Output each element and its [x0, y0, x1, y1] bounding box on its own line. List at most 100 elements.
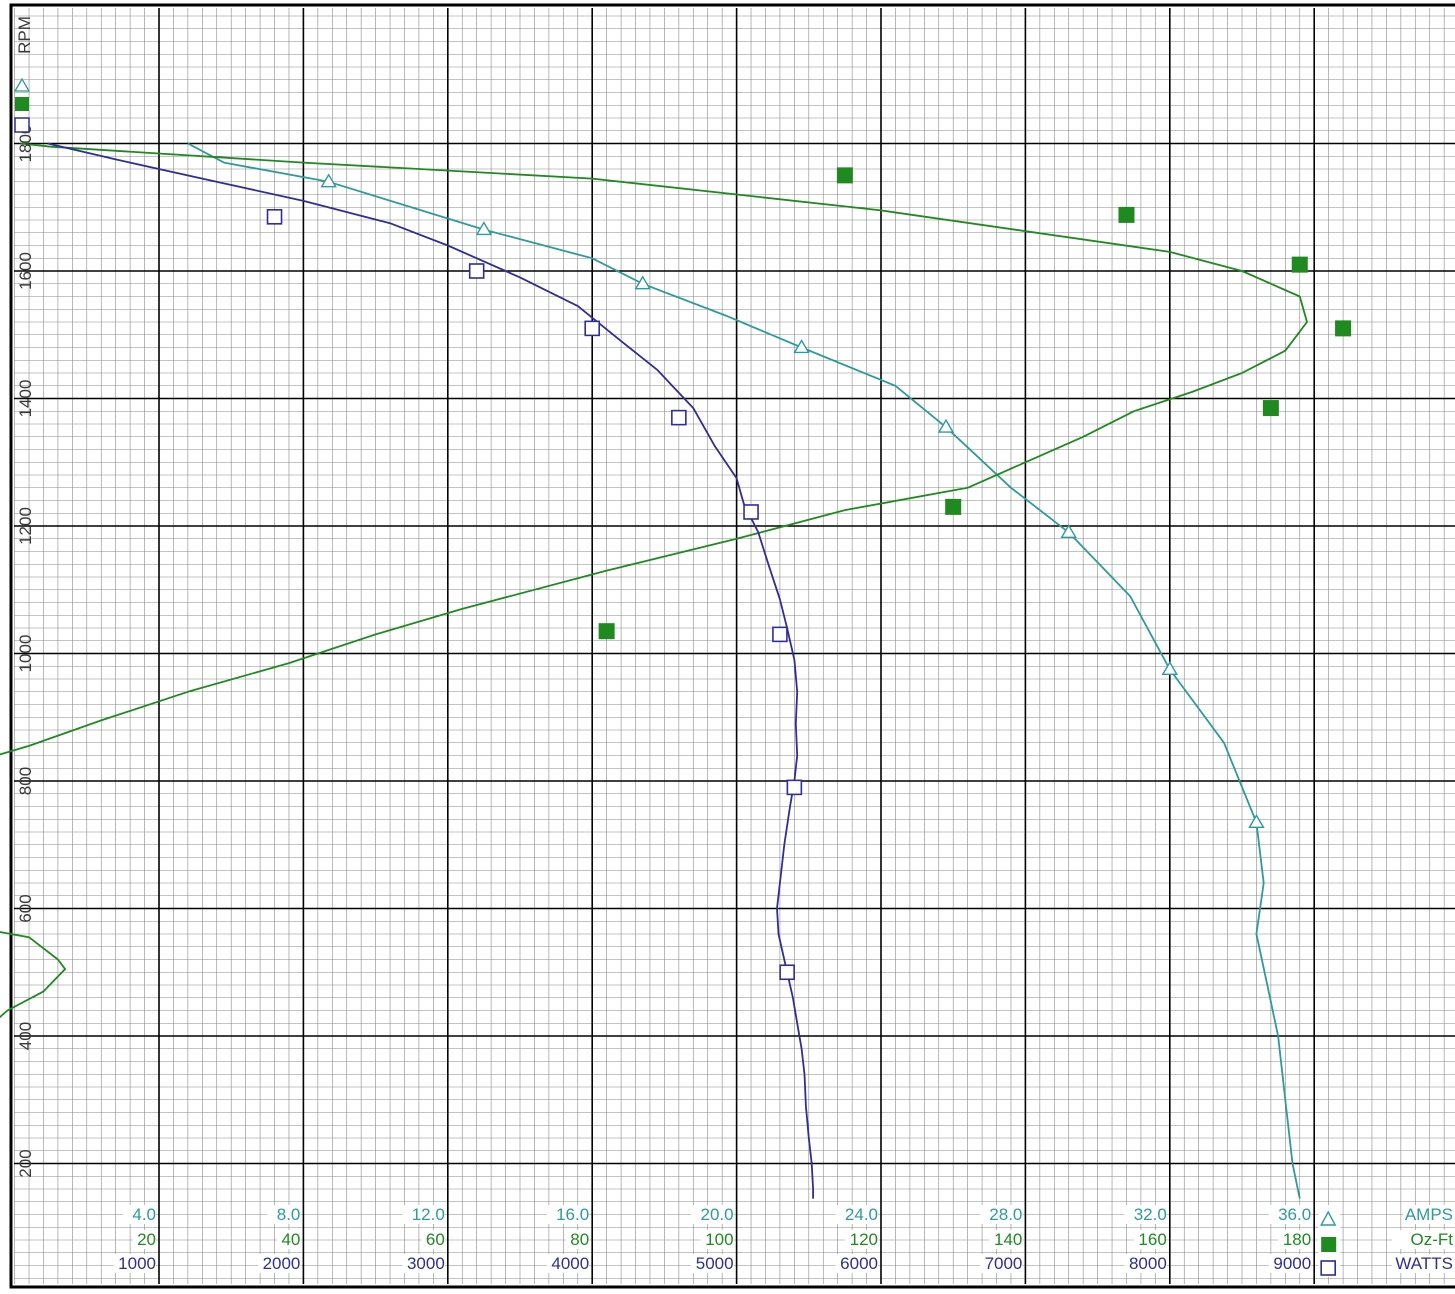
- marker-amps-1: [475, 221, 493, 236]
- axis-layer: RPM 200 400 600 800 1000 1200 1400 1600 1800 4.0 8.…: [13, 16, 1312, 1273]
- x-tick-label-bg: [267, 1205, 301, 1224]
- x-tick-label-bg: [1268, 1254, 1312, 1273]
- x-tick-label-amps: 4.0: [132, 1205, 156, 1224]
- x-tick-label-bg: [980, 1254, 1023, 1273]
- marker-watts-2: [584, 320, 601, 337]
- x-tick-label-bg: [1268, 1205, 1312, 1224]
- x-tick-label-amps: 32.0: [1134, 1205, 1167, 1224]
- marker-oz-ft-4: [1262, 400, 1279, 417]
- x-tick-label-amps: 16.0: [556, 1205, 589, 1224]
- y-tick-label: 600: [16, 894, 35, 922]
- legend-label-bg: [1392, 1230, 1455, 1249]
- y-tick-label: 1200: [16, 507, 35, 545]
- marker-amps-4: [937, 418, 955, 433]
- y-tick-label: 1000: [16, 635, 35, 673]
- x-tick-label-bg: [123, 1205, 156, 1224]
- y-tick-label: 800: [16, 767, 35, 795]
- grid: [9, 3, 1455, 1289]
- legend-marker-ozft: [1321, 1237, 1337, 1252]
- x-tick-label-bg: [691, 1205, 734, 1224]
- legend-marker-amps: [1320, 1210, 1337, 1226]
- marker-watts-1: [468, 263, 485, 279]
- x-tick-label-bg: [132, 1230, 156, 1249]
- marker-amps-5: [1060, 523, 1077, 538]
- x-tick-label-watts: 3000: [407, 1254, 445, 1273]
- markers-layer: [266, 167, 1352, 981]
- x-tick-label-bg: [402, 1254, 445, 1273]
- legend: AMPS Oz-Ft WATTS: [1318, 1205, 1455, 1277]
- x-tick-label-bg: [258, 1254, 301, 1273]
- marker-amps-0: [320, 173, 337, 188]
- marker-oz-ft-0: [836, 167, 853, 184]
- x-tick-label-bg: [835, 1205, 878, 1224]
- legend-label-oz-ft: Oz-Ft: [1411, 1230, 1454, 1249]
- marker-amps-6: [1161, 661, 1179, 676]
- marker-amps-3: [793, 339, 810, 354]
- x-tick-label-bg: [980, 1205, 1023, 1224]
- x-tick-label-watts: 9000: [1273, 1254, 1311, 1273]
- x-tick-label-bg: [277, 1230, 301, 1249]
- series-line-watts: [47, 142, 814, 1199]
- x-tick-label-oz-ft: 100: [705, 1230, 733, 1249]
- legend-label-bg: [1392, 1254, 1455, 1273]
- marker-amps-7: [1248, 814, 1265, 829]
- x-tick-label-watts: 1000: [118, 1254, 156, 1273]
- plot-border: [9, 3, 1455, 1289]
- x-tick-label-watts: 2000: [263, 1254, 301, 1273]
- x-tick-label-watts: 8000: [1129, 1254, 1167, 1273]
- plot-background: [14, 8, 1455, 1284]
- marker-watts-7: [779, 964, 795, 981]
- x-tick-label-amps: 36.0: [1278, 1205, 1311, 1224]
- x-tick-label-bg: [835, 1254, 878, 1273]
- x-tick-label-bg: [113, 1254, 156, 1273]
- x-tick-label-bg: [700, 1230, 734, 1249]
- x-tick-label-oz-ft: 120: [850, 1230, 878, 1249]
- x-tick-label-bg: [1134, 1230, 1167, 1249]
- x-tick-label-amps: 20.0: [701, 1205, 734, 1224]
- x-tick-label-amps: 12.0: [412, 1205, 445, 1224]
- y-tick-label: 1400: [16, 380, 35, 418]
- x-tick-label-bg: [546, 1254, 590, 1273]
- marker-oz-ft-1: [1118, 206, 1135, 223]
- x-tick-label-bg: [421, 1230, 445, 1249]
- x-tick-label-bg: [1278, 1230, 1312, 1249]
- x-tick-label-oz-ft: 60: [426, 1230, 445, 1249]
- y-axis-label: RPM: [15, 16, 34, 54]
- x-tick-label-bg: [989, 1230, 1023, 1249]
- x-tick-label-oz-ft: 160: [1138, 1230, 1166, 1249]
- x-tick-label-bg: [845, 1230, 878, 1249]
- y-axis-watts-marker: [14, 117, 30, 133]
- y-tick-label: 400: [16, 1022, 35, 1050]
- marker-oz-ft-6: [598, 623, 615, 640]
- x-tick-label-watts: 6000: [840, 1254, 878, 1273]
- marker-watts-6: [786, 779, 803, 796]
- legend-marker-watts: [1320, 1260, 1336, 1276]
- x-tick-label-amps: 8.0: [277, 1205, 301, 1224]
- x-tick-label-oz-ft: 140: [994, 1230, 1022, 1249]
- marker-amps-2: [634, 275, 651, 290]
- legend-label-amps: AMPS: [1405, 1205, 1453, 1224]
- marker-watts-4: [743, 504, 759, 520]
- x-tick-label-oz-ft: 20: [137, 1230, 156, 1249]
- series-line-oz-ft: [0, 142, 1308, 1019]
- marker-watts-5: [772, 626, 788, 643]
- y-tick-label: 1600: [16, 252, 35, 290]
- y-tick-label: 1800: [16, 125, 35, 163]
- x-tick-label-bg: [1124, 1205, 1167, 1224]
- y-axis-amps-marker: [13, 77, 31, 92]
- x-tick-label-oz-ft: 80: [570, 1230, 589, 1249]
- marker-watts-0: [266, 209, 283, 225]
- x-tick-label-bg: [1124, 1254, 1167, 1273]
- x-tick-label-watts: 5000: [696, 1254, 734, 1273]
- legend-label-bg: [1403, 1205, 1455, 1224]
- y-axis-ozft-marker: [15, 97, 29, 111]
- marker-watts-3: [671, 409, 687, 426]
- x-tick-label-bg: [566, 1230, 590, 1249]
- x-tick-label-bg: [546, 1205, 590, 1224]
- x-tick-label-watts: 4000: [551, 1254, 589, 1273]
- marker-oz-ft-3: [1335, 320, 1352, 337]
- x-tick-label-amps: 24.0: [845, 1205, 878, 1224]
- x-tick-label-oz-ft: 180: [1283, 1230, 1311, 1249]
- legend-label-watts: WATTS: [1395, 1254, 1453, 1273]
